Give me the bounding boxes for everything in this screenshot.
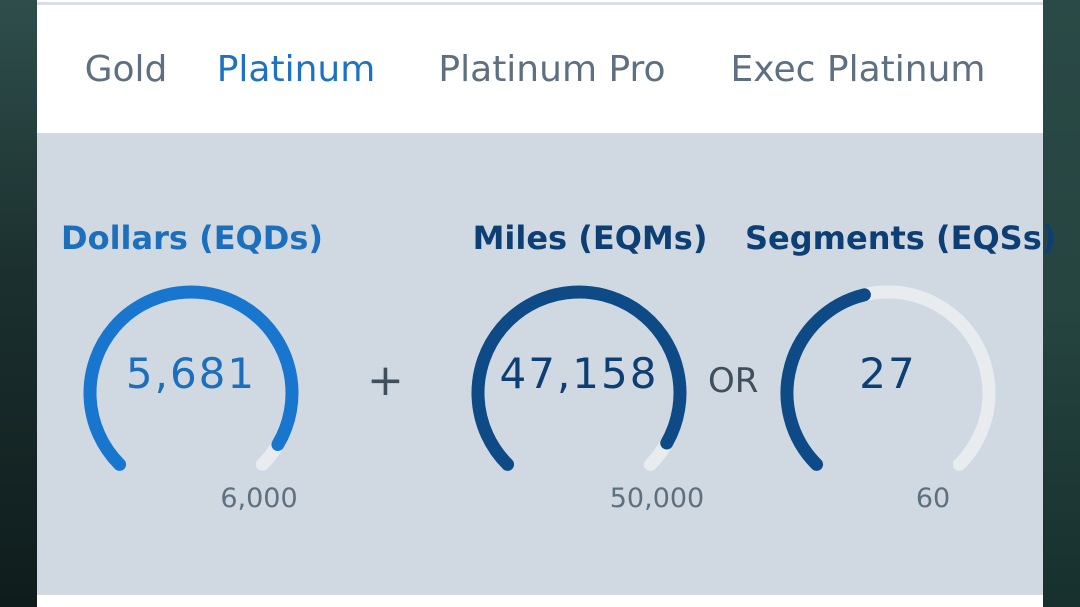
or-operator: OR xyxy=(708,361,759,401)
dollars-gauge xyxy=(83,285,299,471)
miles-value: 47,158 xyxy=(499,349,659,398)
tab-exec-platinum[interactable]: Exec Platinum xyxy=(730,48,986,90)
background-right-edge xyxy=(1043,0,1080,607)
dollars-gauge-fill xyxy=(83,285,299,471)
status-progress-card: Gold Platinum Platinum Pro Exec Platinum… xyxy=(37,0,1057,607)
background-left-edge xyxy=(0,0,37,607)
tab-platinum[interactable]: Platinum xyxy=(216,48,376,90)
tab-gold[interactable]: Gold xyxy=(84,48,168,90)
miles-title: Miles (EQMs) xyxy=(472,219,708,257)
segments-title: Segments (EQSs) xyxy=(745,219,1057,257)
status-tier-tabs: Gold Platinum Platinum Pro Exec Platinum xyxy=(37,5,1043,138)
miles-target: 50,000 xyxy=(609,483,705,514)
progress-panel: Dollars (EQDs) 5,681 6,000 + Miles (EQMs… xyxy=(37,133,1057,595)
card-bottom-strip xyxy=(37,595,1043,607)
segments-gauge-fill xyxy=(780,288,871,471)
miles-gauge-fill xyxy=(471,285,687,471)
tab-platinum-pro[interactable]: Platinum Pro xyxy=(438,48,666,90)
miles-gauge xyxy=(471,285,687,471)
dollars-target: 6,000 xyxy=(220,483,298,514)
segments-gauge xyxy=(780,285,996,471)
segments-target: 60 xyxy=(915,483,951,514)
card-top-border xyxy=(37,2,1043,5)
dollars-title: Dollars (EQDs) xyxy=(61,219,323,257)
segments-value: 27 xyxy=(859,349,917,398)
plus-operator: + xyxy=(367,355,404,406)
dollars-value: 5,681 xyxy=(125,349,257,398)
